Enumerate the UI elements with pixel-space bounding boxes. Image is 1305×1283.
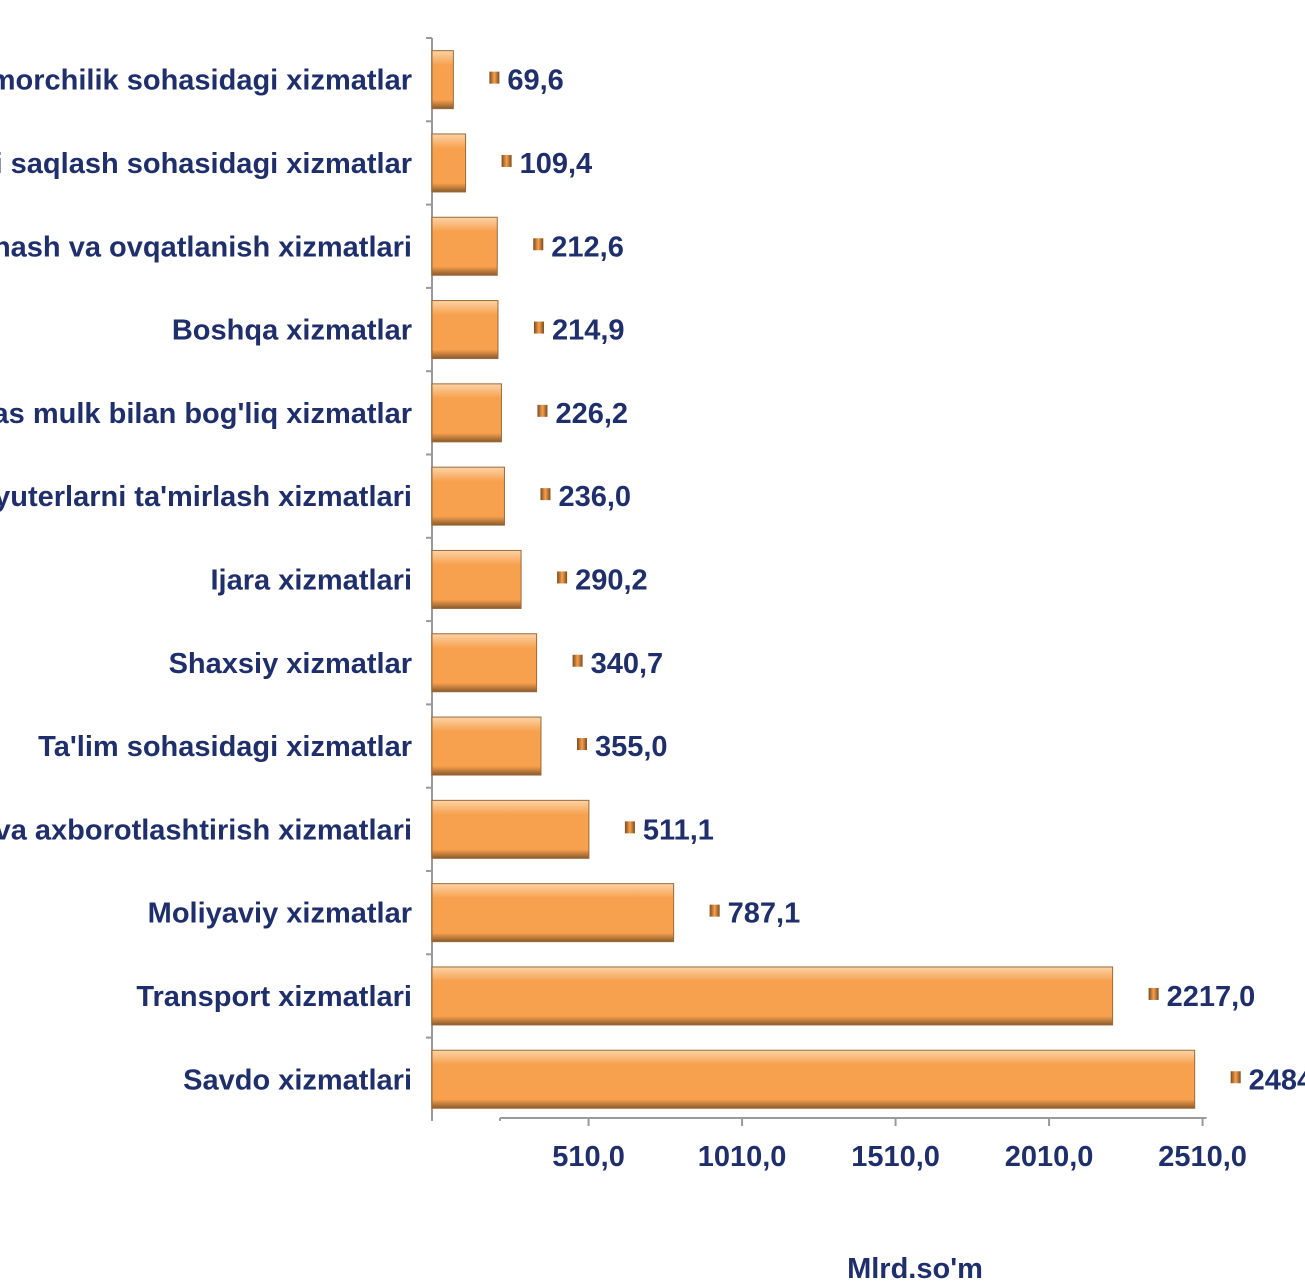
value-marker bbox=[540, 488, 551, 501]
value-marker bbox=[572, 654, 583, 667]
data-label: 340,7 bbox=[591, 648, 664, 680]
data-label: 236,0 bbox=[558, 481, 631, 513]
data-label: 355,0 bbox=[595, 731, 668, 763]
category-label: Sog'liqni saqlash sohasidagi xizmatlar bbox=[0, 148, 412, 180]
value-marker bbox=[533, 321, 544, 334]
x-tick-label: 2010,0 bbox=[1005, 1141, 1094, 1173]
x-tick-label: 1510,0 bbox=[851, 1141, 940, 1173]
value-marker bbox=[576, 738, 587, 751]
category-label: Aloqa va axborotlashtirish xizmatlari bbox=[0, 814, 412, 846]
data-label: 2217,0 bbox=[1167, 981, 1256, 1013]
value-marker bbox=[557, 571, 568, 584]
bar bbox=[431, 300, 499, 360]
bar bbox=[431, 216, 498, 276]
bar bbox=[431, 799, 590, 859]
x-tick-label: 2510,0 bbox=[1158, 1141, 1247, 1173]
bar bbox=[431, 383, 502, 443]
data-label: 290,2 bbox=[575, 564, 648, 596]
data-label: 212,6 bbox=[551, 231, 624, 263]
bar bbox=[431, 966, 1114, 1026]
bar bbox=[431, 633, 538, 693]
bar bbox=[431, 466, 505, 526]
category-label: Ta'lim sohasidagi xizmatlar bbox=[38, 731, 412, 763]
bar bbox=[431, 883, 675, 943]
value-marker bbox=[489, 71, 500, 84]
value-marker bbox=[709, 904, 720, 917]
bar bbox=[431, 549, 522, 609]
category-label: Ko'chmas mulk bilan bog'liq xizmatlar bbox=[0, 398, 412, 430]
bar bbox=[431, 1049, 1196, 1109]
bar bbox=[431, 50, 454, 110]
data-label: 2484,3 bbox=[1249, 1064, 1305, 1096]
value-marker bbox=[1230, 1071, 1241, 1084]
value-marker bbox=[537, 404, 548, 417]
bar bbox=[431, 716, 542, 776]
value-marker bbox=[1148, 987, 1159, 1000]
category-label: Boshqa xizmatlar bbox=[172, 315, 412, 347]
data-label: 109,4 bbox=[520, 148, 593, 180]
data-label: 214,9 bbox=[552, 315, 625, 347]
x-tick-label: 1010,0 bbox=[698, 1141, 787, 1173]
data-label: 69,6 bbox=[507, 65, 563, 97]
data-label: 226,2 bbox=[555, 398, 628, 430]
value-marker bbox=[624, 821, 635, 834]
data-label: 511,1 bbox=[643, 814, 714, 846]
value-marker bbox=[533, 238, 544, 251]
category-label: Kompyuterlarni ta'mirlash xizmatlari bbox=[0, 481, 412, 513]
category-label: Me'morchilik sohasidagi xizmatlar bbox=[0, 65, 412, 97]
value-marker bbox=[501, 154, 512, 167]
category-label: Shaxsiy xizmatlar bbox=[169, 648, 412, 680]
category-label: Savdo xizmatlari bbox=[183, 1064, 412, 1096]
x-axis-title: Mlrd.so'm bbox=[847, 1253, 983, 1283]
category-label: Moliyaviy xizmatlar bbox=[148, 898, 412, 930]
category-label: Transport xizmatlari bbox=[136, 981, 412, 1013]
bar bbox=[431, 133, 467, 193]
category-label: Yashash va ovqatlanish xizmatlari bbox=[0, 231, 412, 263]
data-label: 787,1 bbox=[728, 898, 801, 930]
category-label: Ijara xizmatlari bbox=[211, 564, 413, 596]
x-tick-label: 510,0 bbox=[552, 1141, 625, 1173]
